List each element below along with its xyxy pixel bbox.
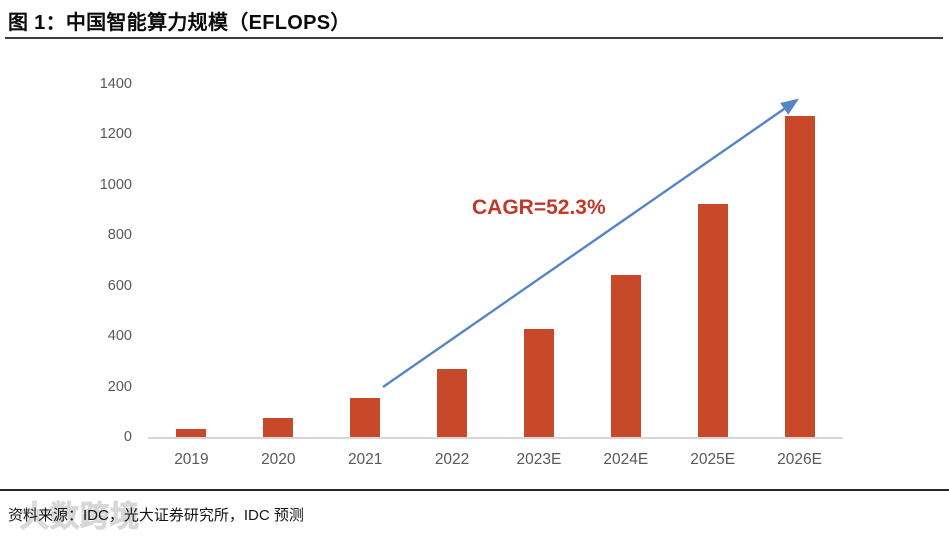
bar-2026E <box>784 116 815 437</box>
bar-2021 <box>350 398 381 437</box>
footer-divider <box>0 489 949 491</box>
plot-area <box>148 84 843 439</box>
x-tick-label-2022: 2022 <box>434 451 470 468</box>
y-tick-label: 600 <box>107 277 132 294</box>
x-tick-label-2021: 2021 <box>347 451 383 468</box>
bar-2020 <box>263 418 294 437</box>
x-tick-label-2023E: 2023E <box>516 451 562 468</box>
y-tick-label: 1000 <box>99 176 132 193</box>
y-tick-label: 1200 <box>99 126 132 143</box>
source-note: 资料来源：IDC，光大证券研究所，IDC 预测 <box>8 507 304 524</box>
x-tick-label-2025E: 2025E <box>690 451 736 468</box>
cagr-annotation: CAGR=52.3% <box>472 196 606 219</box>
bar-2023E <box>523 329 554 437</box>
y-tick-label: 200 <box>107 378 132 395</box>
title-divider <box>5 37 943 39</box>
x-tick-label-2020: 2020 <box>261 451 296 468</box>
figure-title: 图 1：中国智能算力规模（EFLOPS） <box>8 12 351 34</box>
bar-2024E <box>610 275 641 437</box>
x-tick-label-2026E: 2026E <box>777 451 822 468</box>
y-tick-label: 800 <box>107 227 132 244</box>
y-tick-label: 400 <box>107 328 132 345</box>
bar-2019 <box>176 429 207 437</box>
x-tick-label-2024E: 2024E <box>603 451 649 468</box>
bar-2025E <box>697 204 728 437</box>
x-tick-label-2019: 2019 <box>174 451 209 468</box>
bar-2022 <box>437 369 468 437</box>
y-tick-label: 1400 <box>99 76 132 92</box>
y-tick-label: 0 <box>123 429 132 445</box>
